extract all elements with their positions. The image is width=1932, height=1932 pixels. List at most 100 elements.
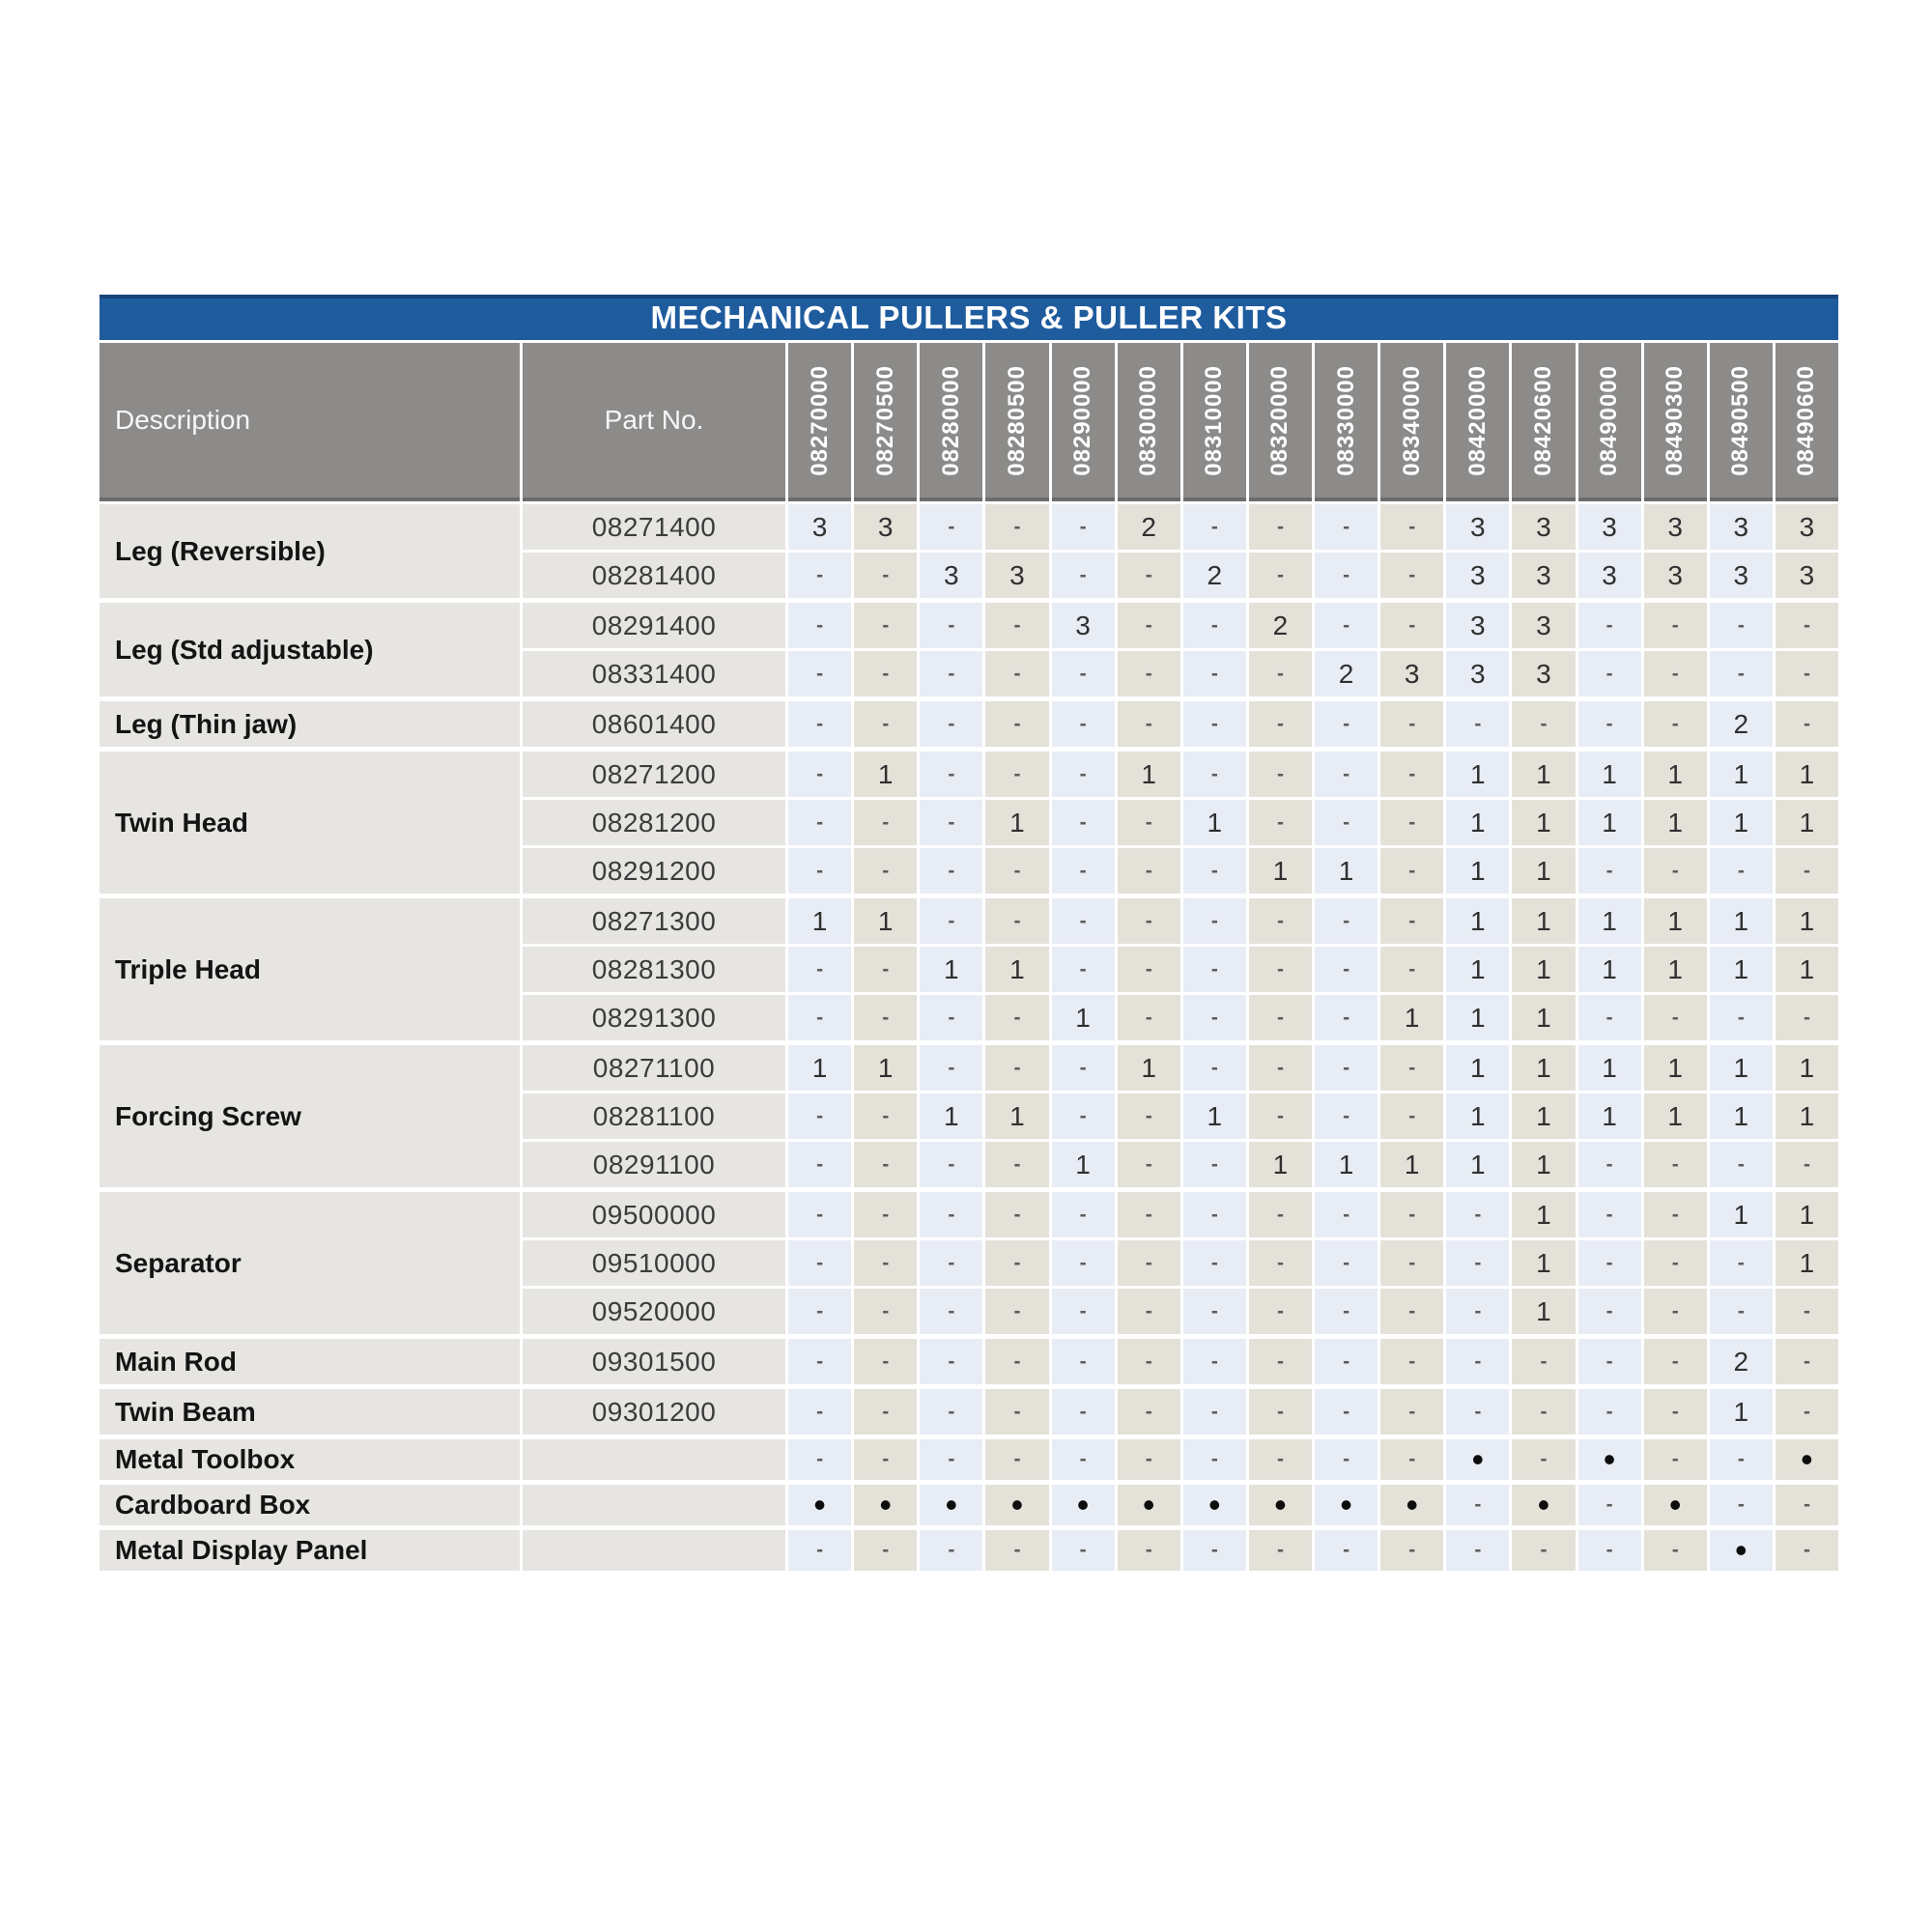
quantity-cell: 3 <box>1709 504 1773 550</box>
kit-column-header: 08280000 <box>920 343 983 501</box>
quantity-cell: 2 <box>1709 1339 1773 1384</box>
not-included-cell: - <box>1182 1142 1246 1187</box>
quantity-cell: 1 <box>1512 1094 1576 1139</box>
not-included-cell: - <box>985 752 1049 797</box>
quantity-cell: 1 <box>1775 1240 1838 1286</box>
quantity-cell: 3 <box>1512 553 1576 598</box>
not-included-cell: - <box>1182 1389 1246 1435</box>
quantity-cell: 1 <box>1577 947 1641 992</box>
kit-column-header-label: 08280000 <box>937 364 964 476</box>
not-included-cell: - <box>1643 1439 1707 1480</box>
quantity-cell: 1 <box>1709 947 1773 992</box>
part-no-cell: 09510000 <box>523 1240 785 1286</box>
not-included-cell: - <box>854 651 918 696</box>
kit-column-header: 08270500 <box>854 343 918 501</box>
quantity-cell: 3 <box>1380 651 1444 696</box>
not-included-cell: - <box>920 1142 983 1187</box>
part-group: Separator 09500000- - - - - - - - - - -1- -1 1 0951000… <box>99 1192 1838 1334</box>
not-included-cell: - <box>788 1339 852 1384</box>
not-included-cell: - <box>788 800 852 845</box>
not-included-cell: - <box>920 800 983 845</box>
not-included-cell: - <box>1446 1389 1510 1435</box>
quantity-cell: 1 <box>1775 1045 1838 1091</box>
kit-column-header: 08320000 <box>1248 343 1312 501</box>
kit-column-header-label: 08310000 <box>1201 364 1228 476</box>
not-included-cell: - <box>1643 1389 1707 1435</box>
part-group: Forcing Screw 08271100 1 1- - -1- - - -1 1 1 1 1 1 082… <box>99 1045 1838 1187</box>
not-included-cell: - <box>1248 800 1312 845</box>
quantity-cell: 1 <box>1577 898 1641 944</box>
kit-column-header-label: 08420000 <box>1463 364 1491 476</box>
quantity-cell: 1 <box>1512 1192 1576 1237</box>
not-included-cell: - <box>1117 1142 1180 1187</box>
kit-column-header: 08490000 <box>1577 343 1641 501</box>
not-included-cell: - <box>1709 1289 1773 1334</box>
not-included-cell: - <box>1380 848 1444 894</box>
not-included-cell: - <box>1380 1289 1444 1334</box>
kit-column-header: 08340000 <box>1380 343 1444 501</box>
quantity-cell: 1 <box>854 1045 918 1091</box>
not-included-cell: - <box>1775 1339 1838 1384</box>
quantity-cell: 1 <box>1315 1142 1378 1187</box>
included-dot-cell: • <box>1380 1485 1444 1525</box>
part-group: Triple Head 08271300 1 1- - - - - - - -1 1 1 1 1 1 08281… <box>99 898 1838 1040</box>
not-included-cell: - <box>854 800 918 845</box>
not-included-cell: - <box>788 553 852 598</box>
description-cell: Twin Beam <box>99 1389 520 1435</box>
not-included-cell: - <box>788 701 852 747</box>
quantity-cell: 3 <box>1643 553 1707 598</box>
not-included-cell: - <box>1051 1289 1115 1334</box>
kit-column-header-label: 08330000 <box>1332 364 1359 476</box>
not-included-cell: - <box>985 1142 1049 1187</box>
quantity-cell: 1 <box>1643 1094 1707 1139</box>
quantity-cell: 3 <box>1512 504 1576 550</box>
not-included-cell: - <box>985 1439 1049 1480</box>
not-included-cell: - <box>1182 1289 1246 1334</box>
not-included-cell: - <box>920 1530 983 1571</box>
quantity-cell: 1 <box>1709 1192 1773 1237</box>
not-included-cell: - <box>788 752 852 797</box>
quantity-cell: 1 <box>1446 752 1510 797</box>
not-included-cell: - <box>788 1530 852 1571</box>
quantity-cell: 2 <box>1315 651 1378 696</box>
part-no-cell: 08331400 <box>523 651 785 696</box>
part-group: Leg (Reversible) 08271400 3 3- - -2- - - -3 3 3 3 3 3… <box>99 504 1838 598</box>
not-included-cell: - <box>1051 1045 1115 1091</box>
kit-column-header: 08330000 <box>1315 343 1378 501</box>
quantity-cell: 1 <box>1446 848 1510 894</box>
not-included-cell: - <box>1446 1289 1510 1334</box>
part-no-cell <box>523 1530 785 1571</box>
not-included-cell: - <box>1248 504 1312 550</box>
not-included-cell: - <box>1315 1339 1378 1384</box>
description-cell: Leg (Reversible) <box>99 504 520 598</box>
not-included-cell: - <box>1248 1530 1312 1571</box>
quantity-cell: 1 <box>1512 1142 1576 1187</box>
not-included-cell: - <box>1051 848 1115 894</box>
quantity-cell: 1 <box>1380 995 1444 1040</box>
not-included-cell: - <box>1117 603 1180 648</box>
part-group: Leg (Thin jaw) 08601400- - - - - - - - - - - - - -2- <box>99 701 1838 747</box>
quantity-cell: 1 <box>1643 898 1707 944</box>
quantity-cell: 3 <box>1446 504 1510 550</box>
not-included-cell: - <box>985 701 1049 747</box>
quantity-cell: 1 <box>1577 1094 1641 1139</box>
part-no-cell: 09301500 <box>523 1339 785 1384</box>
not-included-cell: - <box>985 898 1049 944</box>
not-included-cell: - <box>1577 1485 1641 1525</box>
part-no-cell: 09500000 <box>523 1192 785 1237</box>
included-dot-cell: • <box>920 1485 983 1525</box>
not-included-cell: - <box>1315 800 1378 845</box>
not-included-cell: - <box>920 898 983 944</box>
kit-column-header-label: 08290000 <box>1069 364 1096 476</box>
not-included-cell: - <box>1380 1240 1444 1286</box>
quantity-cell: 1 <box>1248 1142 1312 1187</box>
kit-column-header-label: 08490000 <box>1596 364 1623 476</box>
table-header-row: Description Part No. 08270000 08270500 082… <box>99 343 1838 501</box>
quantity-cell: 1 <box>1512 947 1576 992</box>
part-no-cell: 08281300 <box>523 947 785 992</box>
not-included-cell: - <box>1709 1240 1773 1286</box>
kit-column-header-label: 08270500 <box>871 364 898 476</box>
quantity-cell: 1 <box>1512 1045 1576 1091</box>
not-included-cell: - <box>1182 651 1246 696</box>
quantity-cell: 1 <box>1709 1094 1773 1139</box>
